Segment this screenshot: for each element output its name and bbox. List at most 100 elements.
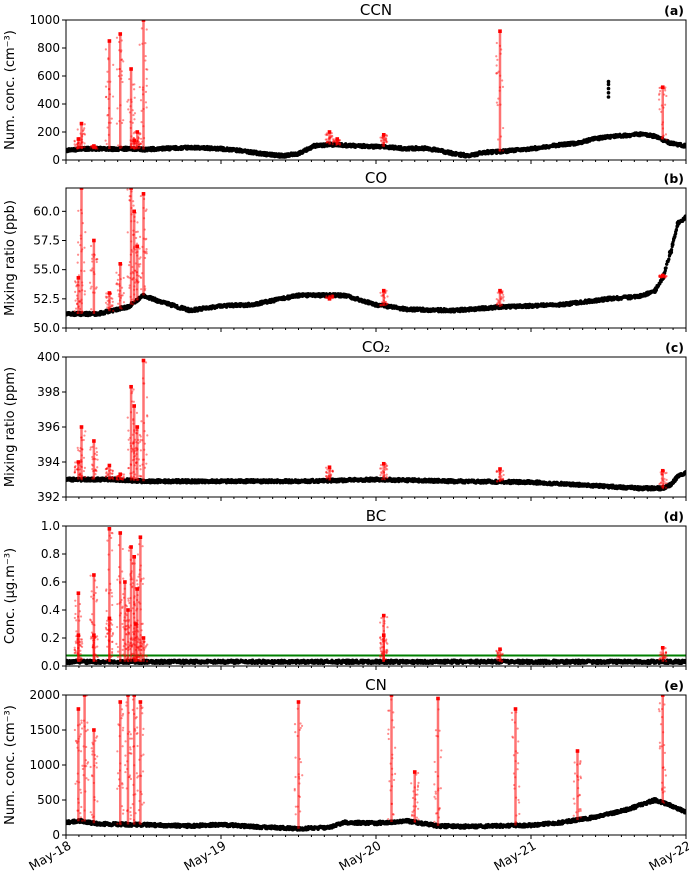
data-point bbox=[106, 70, 109, 73]
data-point bbox=[107, 291, 112, 295]
data-point bbox=[326, 133, 329, 136]
data-point bbox=[76, 283, 79, 286]
data-point bbox=[328, 296, 331, 299]
data-point bbox=[329, 135, 332, 139]
data-point bbox=[661, 121, 664, 124]
data-point bbox=[107, 133, 110, 137]
data-point bbox=[76, 137, 81, 141]
data-point bbox=[139, 99, 143, 102]
data-point bbox=[137, 274, 140, 278]
data-point bbox=[118, 32, 123, 36]
data-point bbox=[80, 298, 83, 301]
data-point bbox=[138, 143, 141, 147]
data-point bbox=[79, 132, 82, 135]
data-point bbox=[106, 295, 109, 298]
data-point bbox=[104, 95, 108, 99]
data-point bbox=[119, 296, 123, 299]
data-point bbox=[606, 86, 611, 91]
data-point bbox=[131, 298, 134, 301]
data-point bbox=[107, 39, 112, 43]
data-point bbox=[381, 144, 384, 147]
data-point bbox=[106, 114, 109, 117]
data-point bbox=[145, 250, 148, 253]
data-point bbox=[336, 141, 339, 144]
data-point bbox=[144, 54, 147, 58]
data-point bbox=[136, 139, 139, 142]
data-point bbox=[325, 141, 329, 144]
data-point bbox=[497, 70, 500, 73]
data-point bbox=[120, 58, 123, 62]
data-point bbox=[129, 295, 132, 298]
data-point bbox=[138, 247, 141, 250]
data-point bbox=[134, 269, 137, 273]
data-point bbox=[667, 257, 671, 261]
data-point bbox=[137, 140, 140, 143]
data-point bbox=[83, 290, 87, 293]
data-point bbox=[107, 307, 110, 310]
data-point bbox=[78, 146, 81, 149]
data-point bbox=[132, 272, 135, 275]
data-point bbox=[382, 138, 385, 141]
data-point bbox=[106, 126, 109, 129]
data-point bbox=[82, 132, 85, 135]
data-point bbox=[661, 127, 664, 130]
y-tick-label: 60.0 bbox=[33, 204, 60, 218]
data-point bbox=[144, 90, 148, 93]
data-point bbox=[79, 208, 83, 211]
data-point bbox=[499, 291, 502, 294]
data-point bbox=[132, 146, 135, 149]
data-point bbox=[94, 146, 98, 149]
data-point bbox=[658, 274, 661, 277]
data-point bbox=[332, 140, 335, 143]
data-point bbox=[77, 306, 80, 309]
data-point bbox=[324, 138, 327, 141]
data-point bbox=[93, 145, 96, 148]
data-point bbox=[119, 278, 122, 281]
data-point bbox=[80, 302, 83, 305]
data-point bbox=[81, 222, 84, 225]
data-point bbox=[92, 238, 96, 243]
data-point bbox=[131, 140, 135, 144]
data-point bbox=[89, 244, 93, 248]
data-point bbox=[107, 292, 110, 295]
data-point bbox=[136, 230, 139, 233]
data-point bbox=[334, 139, 338, 142]
data-point bbox=[138, 131, 141, 135]
y-tick-label: 52.5 bbox=[33, 292, 60, 306]
data-point bbox=[338, 139, 341, 142]
panel-label: (a) bbox=[664, 3, 684, 18]
data-point bbox=[499, 298, 503, 301]
data-point bbox=[138, 257, 141, 260]
data-point bbox=[79, 122, 82, 125]
data-point bbox=[93, 145, 96, 149]
data-point bbox=[77, 209, 80, 212]
data-point bbox=[139, 256, 142, 259]
data-point bbox=[380, 140, 383, 143]
data-point bbox=[130, 220, 133, 223]
data-point bbox=[329, 296, 333, 299]
data-point bbox=[89, 146, 92, 149]
data-point bbox=[80, 250, 83, 253]
data-point bbox=[77, 141, 80, 144]
data-point bbox=[669, 248, 674, 252]
data-point bbox=[660, 273, 665, 278]
panel-title: CCN bbox=[360, 1, 392, 19]
data-point bbox=[331, 143, 334, 146]
data-point bbox=[660, 274, 663, 277]
data-point bbox=[327, 137, 330, 140]
data-point bbox=[133, 88, 136, 91]
data-point bbox=[80, 269, 83, 272]
data-point bbox=[120, 74, 123, 77]
data-point bbox=[140, 288, 143, 291]
data-point bbox=[496, 58, 499, 61]
data-point bbox=[139, 132, 142, 135]
data-point bbox=[132, 233, 135, 237]
y-tick-label: 57.5 bbox=[33, 234, 60, 248]
data-point bbox=[74, 145, 77, 148]
data-point bbox=[81, 129, 85, 133]
data-point bbox=[76, 146, 79, 149]
data-point bbox=[385, 289, 388, 292]
data-point bbox=[141, 93, 145, 96]
data-point bbox=[496, 71, 499, 74]
data-point bbox=[664, 276, 667, 279]
